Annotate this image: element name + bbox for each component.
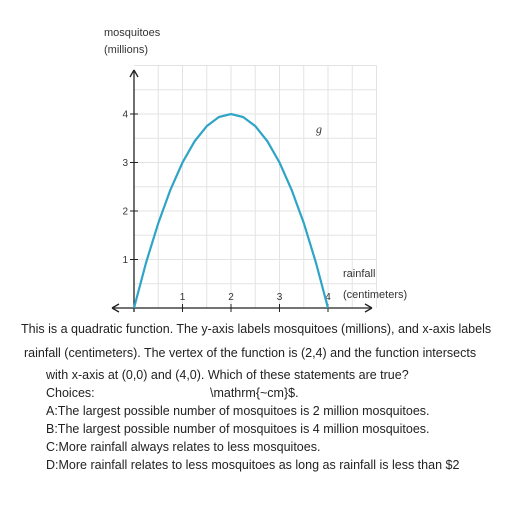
y-tick-label: 3: [122, 158, 128, 169]
y-tick-label: 2: [122, 207, 128, 218]
x-axis-label-line-2: (centimeters): [343, 289, 408, 301]
question-line-1: This is a quadratic function. The y-axis…: [21, 322, 492, 336]
y-axis-arrow-up: [129, 69, 139, 78]
x-axis-arrow-left: [111, 303, 120, 313]
y-tick-label: 4: [122, 110, 128, 121]
choice-b: B:The largest possible number of mosquit…: [46, 422, 430, 436]
question-line-3: with x-axis at (0,0) and (4,0). Which of…: [46, 368, 409, 382]
quadratic-chart: 1 2 3 4 1 2 3 4 g: [111, 65, 377, 313]
choice-a: A:The largest possible number of mosquit…: [46, 404, 430, 418]
latex-fragment: \mathrm{~cm}$.: [210, 386, 299, 400]
y-axis-label-line-1: mosquitoes: [104, 27, 161, 39]
x-tick-label: 2: [228, 292, 234, 303]
x-tick-label: 4: [325, 292, 331, 303]
x-axis-label-line-1: rainfall: [343, 268, 376, 280]
parabola-curve: [132, 112, 330, 309]
choice-c: C:More rainfall always relates to less m…: [46, 440, 321, 454]
choices-label: Choices:: [46, 386, 95, 400]
x-axis-arrow-right: [364, 303, 373, 313]
x-tick-label: 1: [180, 292, 186, 303]
y-tick-label: 1: [122, 255, 128, 266]
y-axis-label-line-2: (millions): [104, 44, 148, 56]
function-label-g: g: [316, 122, 322, 136]
question-line-2: rainfall (centimeters). The vertex of th…: [24, 346, 477, 360]
choice-d: D:More rainfall relates to less mosquito…: [46, 458, 460, 472]
x-tick-label: 3: [277, 292, 283, 303]
